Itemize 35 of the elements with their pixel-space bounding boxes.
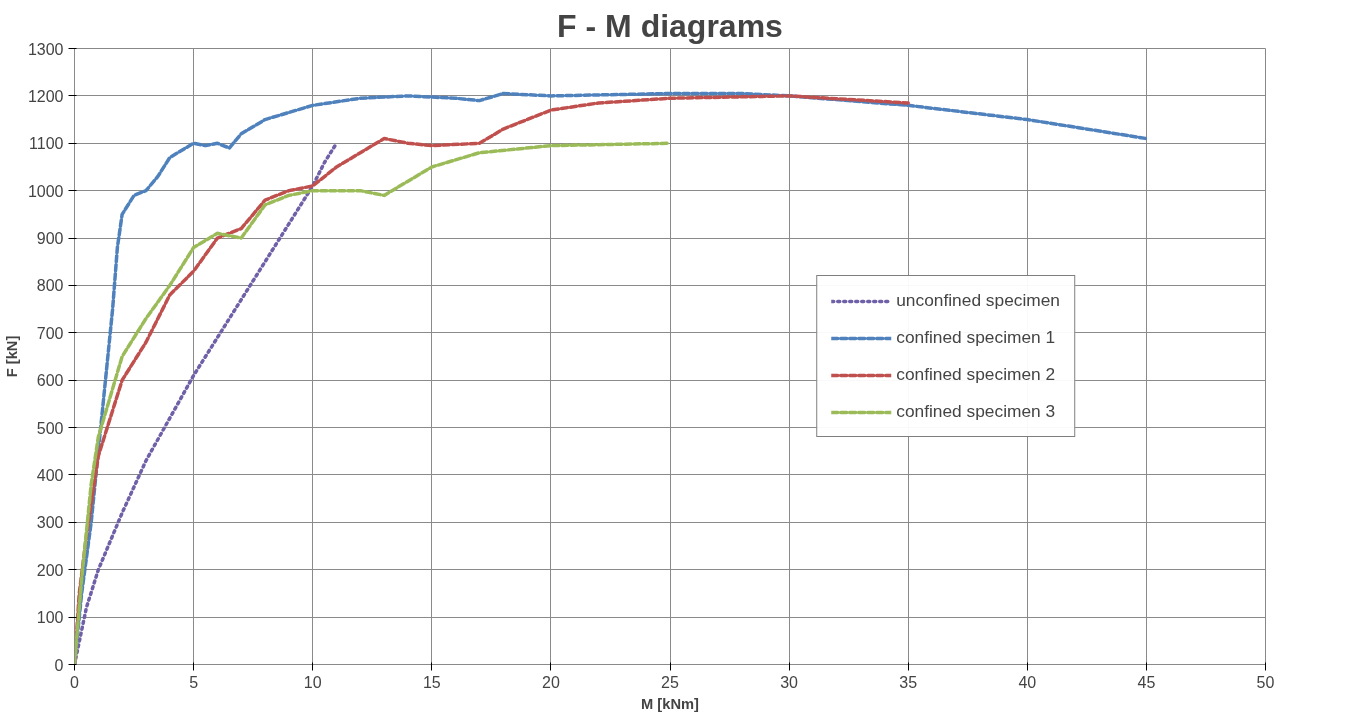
y-tick-label: 100 bbox=[36, 609, 64, 627]
y-tick-label: 0 bbox=[54, 656, 64, 674]
line-series bbox=[74, 141, 339, 665]
chart-title: F - M diagrams bbox=[557, 7, 783, 44]
x-axis-title: M [kNm] bbox=[641, 695, 700, 712]
x-tick-label: 15 bbox=[422, 673, 441, 691]
x-tick-label: 40 bbox=[1018, 673, 1037, 691]
x-tick-label: 25 bbox=[661, 673, 679, 691]
y-axis-title: F [kN] bbox=[3, 335, 20, 378]
x-tick-label: 10 bbox=[303, 673, 322, 691]
legend-label: confined specimen 1 bbox=[896, 327, 1056, 348]
y-tick-label: 1100 bbox=[29, 135, 64, 153]
y-tick-label: 800 bbox=[36, 277, 64, 295]
y-tick-label: 1000 bbox=[27, 182, 64, 200]
x-tick-label: 35 bbox=[899, 673, 918, 691]
y-tick-label: 900 bbox=[36, 230, 64, 248]
y-tick-label: 600 bbox=[36, 372, 64, 390]
y-tick-label: 500 bbox=[36, 419, 64, 437]
y-tick-label: 700 bbox=[36, 324, 64, 342]
y-tick-label: 400 bbox=[36, 466, 64, 484]
line-series bbox=[74, 91, 1149, 665]
line-series bbox=[74, 141, 672, 665]
y-tick-label: 1200 bbox=[27, 87, 64, 105]
x-tick-label: 20 bbox=[542, 673, 560, 691]
legend-label: unconfined specimen bbox=[896, 290, 1060, 311]
legend-label: confined specimen 3 bbox=[896, 401, 1056, 422]
x-tick-label: 50 bbox=[1256, 673, 1275, 691]
x-tick-label: 45 bbox=[1137, 673, 1156, 691]
y-tick-label: 1300 bbox=[27, 40, 64, 58]
x-tick-label: 30 bbox=[780, 673, 799, 691]
x-tick-label: 0 bbox=[70, 673, 80, 691]
y-tick-label: 300 bbox=[36, 514, 64, 532]
x-tick-label: 5 bbox=[189, 673, 199, 691]
y-tick-label: 200 bbox=[36, 561, 64, 579]
legend-label: confined specimen 2 bbox=[896, 364, 1056, 385]
